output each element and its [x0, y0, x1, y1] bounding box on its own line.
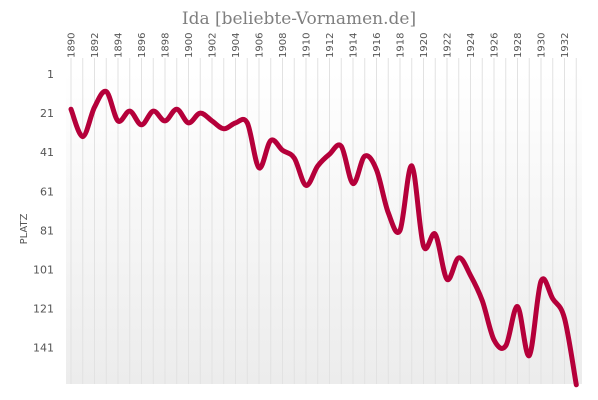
y-tick-label: 61 — [40, 185, 54, 198]
y-tick-label: 81 — [40, 224, 54, 237]
x-tick-label: 1912 — [325, 33, 336, 58]
x-tick-label: 1902 — [208, 33, 219, 58]
x-tick-label: 1918 — [396, 33, 407, 58]
x-tick-label: 1896 — [137, 33, 148, 58]
x-tick-label: 1930 — [537, 33, 548, 58]
y-tick-label: 41 — [40, 146, 54, 159]
x-tick-label: 1922 — [443, 33, 454, 58]
x-tick-label: 1916 — [372, 33, 383, 58]
y-tick-label: 101 — [33, 264, 54, 277]
y-tick-label: 121 — [33, 303, 54, 316]
x-tick-label: 1900 — [184, 33, 195, 58]
x-tick-label: 1920 — [419, 33, 430, 58]
x-tick-label: 1932 — [560, 33, 571, 58]
x-tick-label: 1890 — [67, 33, 78, 58]
y-tick-label: 1 — [47, 68, 54, 81]
x-tick-label: 1898 — [161, 33, 172, 58]
x-tick-label: 1926 — [490, 33, 501, 58]
y-axis-label: PLATZ — [19, 213, 30, 244]
chart-title: Ida [beliebte-Vornamen.de] — [181, 9, 417, 29]
y-tick-label: 21 — [40, 107, 54, 120]
x-tick-label: 1924 — [466, 33, 477, 58]
x-tick-label: 1906 — [255, 33, 266, 58]
x-tick-label: 1894 — [114, 33, 125, 58]
x-tick-label: 1910 — [302, 33, 313, 58]
y-tick-label: 141 — [33, 342, 54, 355]
x-tick-label: 1914 — [349, 33, 360, 58]
x-tick-label: 1908 — [278, 33, 289, 58]
plot-background — [66, 72, 582, 384]
x-tick-label: 1904 — [231, 33, 242, 58]
x-tick-label: 1892 — [90, 33, 101, 58]
x-tick-label: 1928 — [513, 33, 524, 58]
